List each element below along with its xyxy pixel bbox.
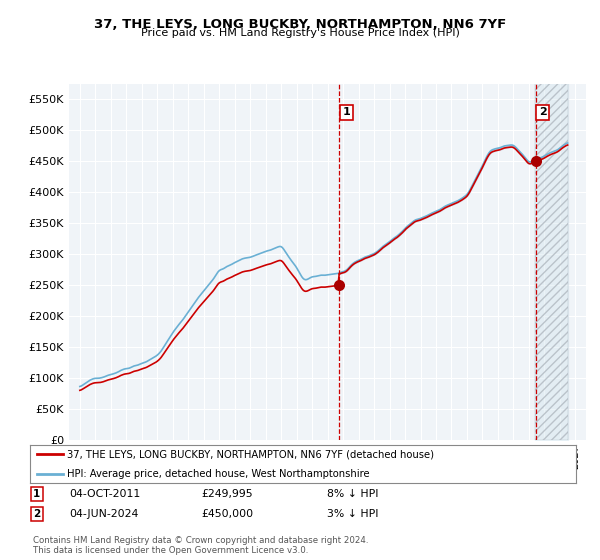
Text: 37, THE LEYS, LONG BUCKBY, NORTHAMPTON, NN6 7YF: 37, THE LEYS, LONG BUCKBY, NORTHAMPTON, …: [94, 18, 506, 31]
Text: £450,000: £450,000: [201, 509, 253, 519]
Text: £249,995: £249,995: [201, 489, 253, 499]
Text: 37, THE LEYS, LONG BUCKBY, NORTHAMPTON, NN6 7YF (detached house): 37, THE LEYS, LONG BUCKBY, NORTHAMPTON, …: [67, 449, 434, 459]
Text: 1: 1: [343, 108, 350, 118]
Text: 2: 2: [539, 108, 547, 118]
Text: 04-OCT-2011: 04-OCT-2011: [69, 489, 140, 499]
Text: 8% ↓ HPI: 8% ↓ HPI: [327, 489, 379, 499]
Text: 1: 1: [33, 489, 40, 499]
Text: 2: 2: [33, 509, 40, 519]
Text: 3% ↓ HPI: 3% ↓ HPI: [327, 509, 379, 519]
Text: Price paid vs. HM Land Registry's House Price Index (HPI): Price paid vs. HM Land Registry's House …: [140, 28, 460, 38]
Text: 04-JUN-2024: 04-JUN-2024: [69, 509, 139, 519]
Text: HPI: Average price, detached house, West Northamptonshire: HPI: Average price, detached house, West…: [67, 469, 370, 479]
Text: Contains HM Land Registry data © Crown copyright and database right 2024.
This d: Contains HM Land Registry data © Crown c…: [33, 536, 368, 556]
